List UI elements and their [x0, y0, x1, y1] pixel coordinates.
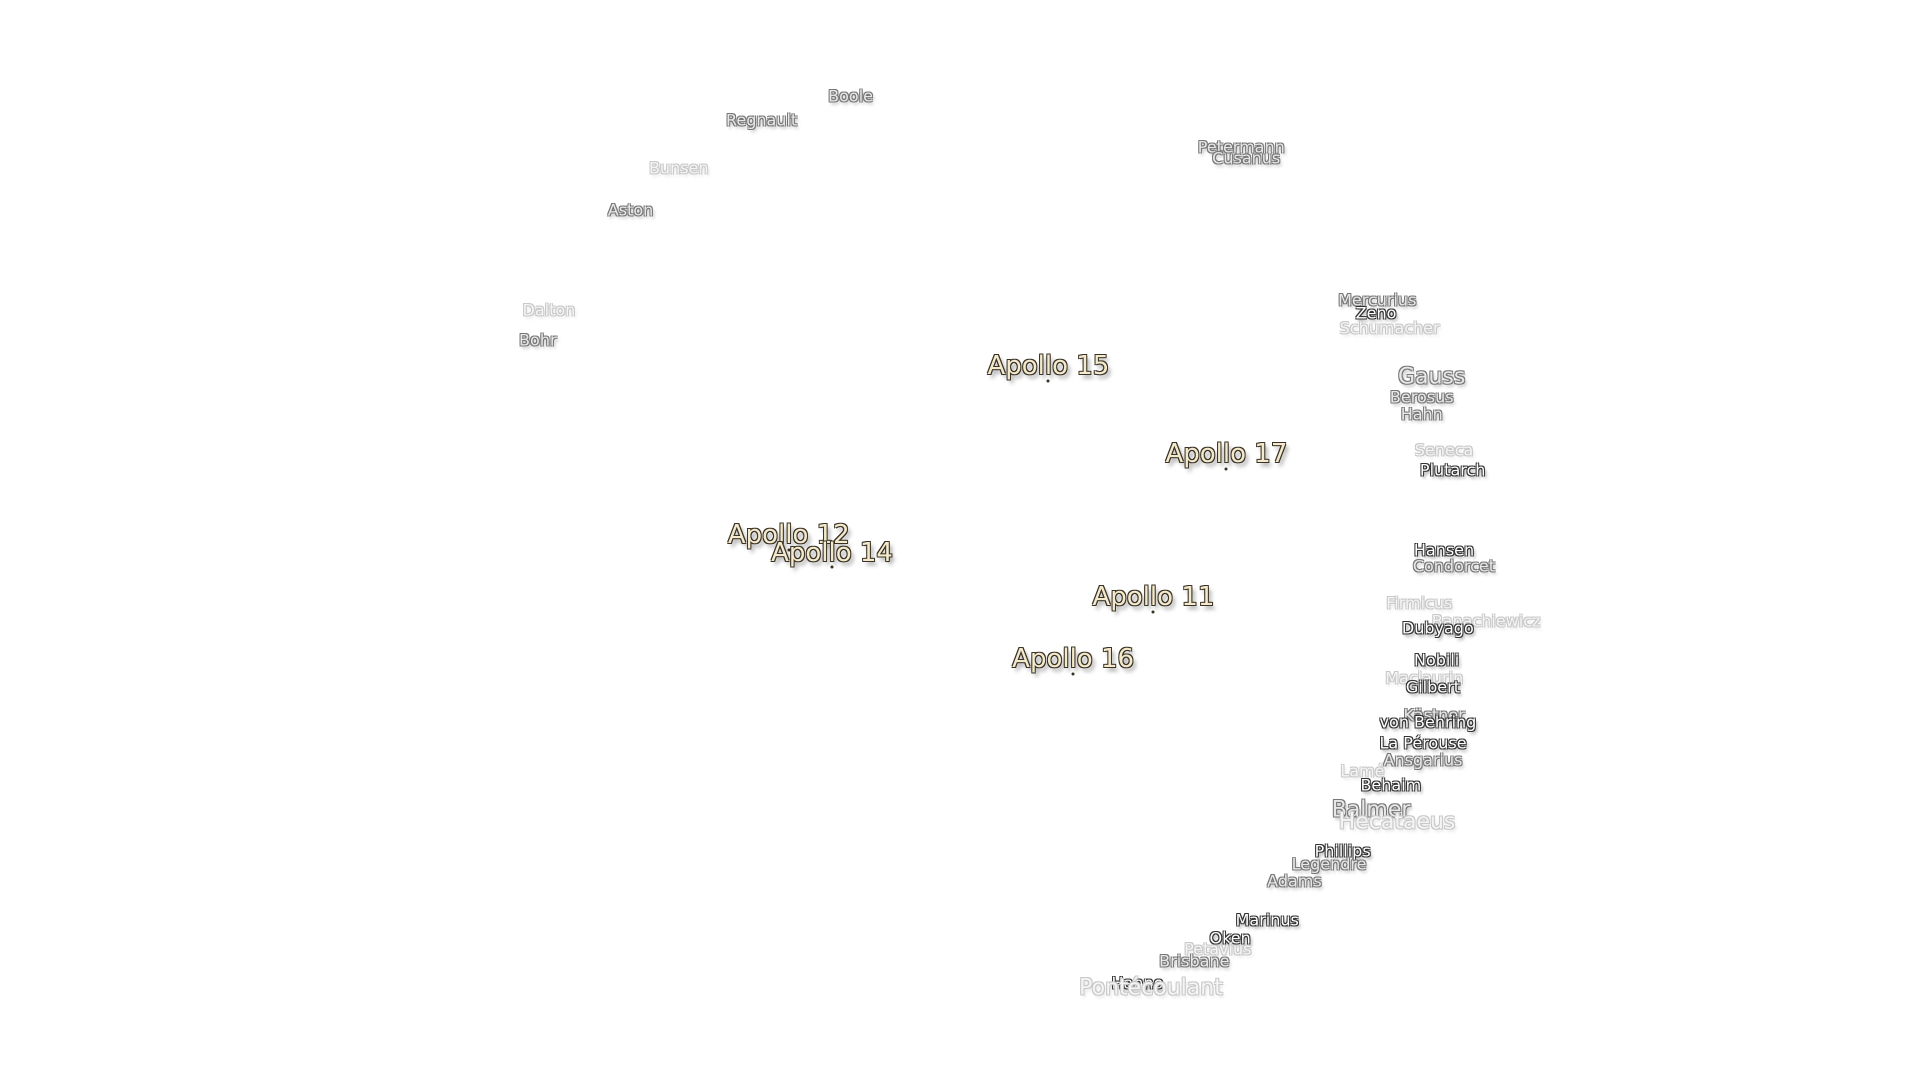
- crater-label: Hecataeus: [1338, 809, 1456, 835]
- crater-label: Petermann: [1197, 137, 1285, 157]
- crater-label: Firmicus: [1386, 593, 1453, 613]
- crater-label: Seneca: [1414, 440, 1474, 460]
- crater-label: Schumacher: [1339, 318, 1440, 338]
- crater-label: Hahn: [1400, 404, 1443, 424]
- crater-label: Maclaurin: [1385, 668, 1464, 687]
- crater-label: Banachiewicz: [1431, 611, 1541, 631]
- crater-label: Gauss: [1397, 364, 1466, 390]
- crater-label: Cusanus: [1212, 148, 1281, 168]
- crater-label: Bohr: [519, 330, 557, 350]
- landing-site-label: Apollo 12: [727, 520, 850, 551]
- landing-site-marker: [1071, 672, 1075, 676]
- crater-label: Berosus: [1389, 387, 1454, 407]
- crater-label: Marinus: [1235, 910, 1299, 930]
- landing-site-label: Apollo 15: [987, 350, 1110, 381]
- crater-label: Zeno: [1355, 303, 1397, 323]
- crater-label: Petavius: [1184, 939, 1252, 959]
- crater-label: Ansgarius: [1383, 750, 1463, 770]
- crater-label: Aston: [607, 200, 654, 220]
- landing-site-marker: [1224, 467, 1228, 471]
- crater-label: Bunsen: [648, 158, 709, 178]
- crater-label: Balmer: [1331, 797, 1411, 823]
- landing-site-label: Apollo 17: [1165, 438, 1288, 469]
- crater-label: Legendre: [1291, 854, 1367, 874]
- landing-site-label: Apollo 14: [771, 537, 893, 568]
- crater-label: Oken: [1209, 928, 1251, 948]
- crater-label: Dubyago: [1401, 618, 1474, 638]
- crater-label: Adams: [1267, 871, 1322, 891]
- crater-label: Pontécoulant: [1079, 975, 1223, 1001]
- crater-label: Kästner: [1403, 705, 1465, 725]
- landing-site-marker: [1151, 610, 1155, 614]
- crater-label: von Behring: [1379, 712, 1477, 732]
- crater-label: Brisbane: [1159, 951, 1230, 971]
- landing-site-label: Apollo 11: [1092, 582, 1215, 613]
- crater-label: Hanno: [1111, 973, 1164, 993]
- crater-label: Lamé: [1340, 761, 1385, 781]
- crater-label: Nobili: [1413, 650, 1460, 670]
- crater-label: Behaim: [1360, 775, 1422, 795]
- landing-site-marker: [1046, 379, 1050, 383]
- crater-label: Plutarch: [1419, 460, 1486, 480]
- crater-label: La Pérouse: [1379, 733, 1467, 753]
- landing-site-marker: [787, 548, 791, 552]
- crater-label: Condorcet: [1412, 556, 1495, 576]
- crater-label: Boole: [828, 86, 873, 106]
- crater-label: Hansen: [1413, 540, 1475, 560]
- landing-site-marker: [830, 565, 834, 569]
- crater-label: Regnault: [725, 110, 798, 130]
- landing-site-label: Apollo 16: [1012, 643, 1135, 674]
- crater-label: Mercurius: [1338, 290, 1417, 310]
- crater-label: Phillips: [1314, 841, 1371, 861]
- crater-label: Dalton: [522, 300, 576, 320]
- crater-label: Gilbert: [1405, 677, 1460, 697]
